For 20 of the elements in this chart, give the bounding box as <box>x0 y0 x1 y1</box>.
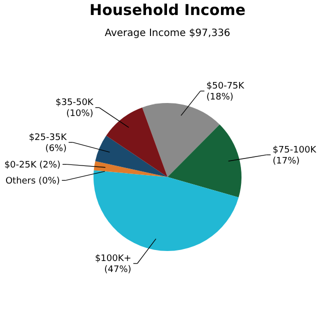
pie-slice <box>94 170 239 251</box>
pie-slice <box>142 103 220 177</box>
data-label: (10%) <box>66 109 94 120</box>
chart-subtitle: Average Income $97,336 <box>104 28 230 39</box>
slice-label: $75-100K <box>272 145 318 156</box>
slice-label: $50-75K <box>206 82 246 92</box>
pie-slice <box>95 136 168 177</box>
legend-label: Others (0%) <box>5 176 60 186</box>
slice-label: $25-35K <box>28 132 68 143</box>
data-label: (17%) <box>272 156 300 166</box>
chart-title: Household Income <box>90 1 246 19</box>
slice-label: $35-50K <box>56 98 94 108</box>
pie-slice <box>168 124 242 198</box>
slice-label: $0-25K (2%) <box>4 160 61 170</box>
pie-slice <box>106 107 168 177</box>
data-label: (47%) <box>104 265 132 275</box>
data-label: (18%) <box>206 92 234 103</box>
data-label: (6%) <box>45 144 67 154</box>
slice-label: $100K+ <box>94 254 132 264</box>
pie-slice <box>94 161 168 177</box>
